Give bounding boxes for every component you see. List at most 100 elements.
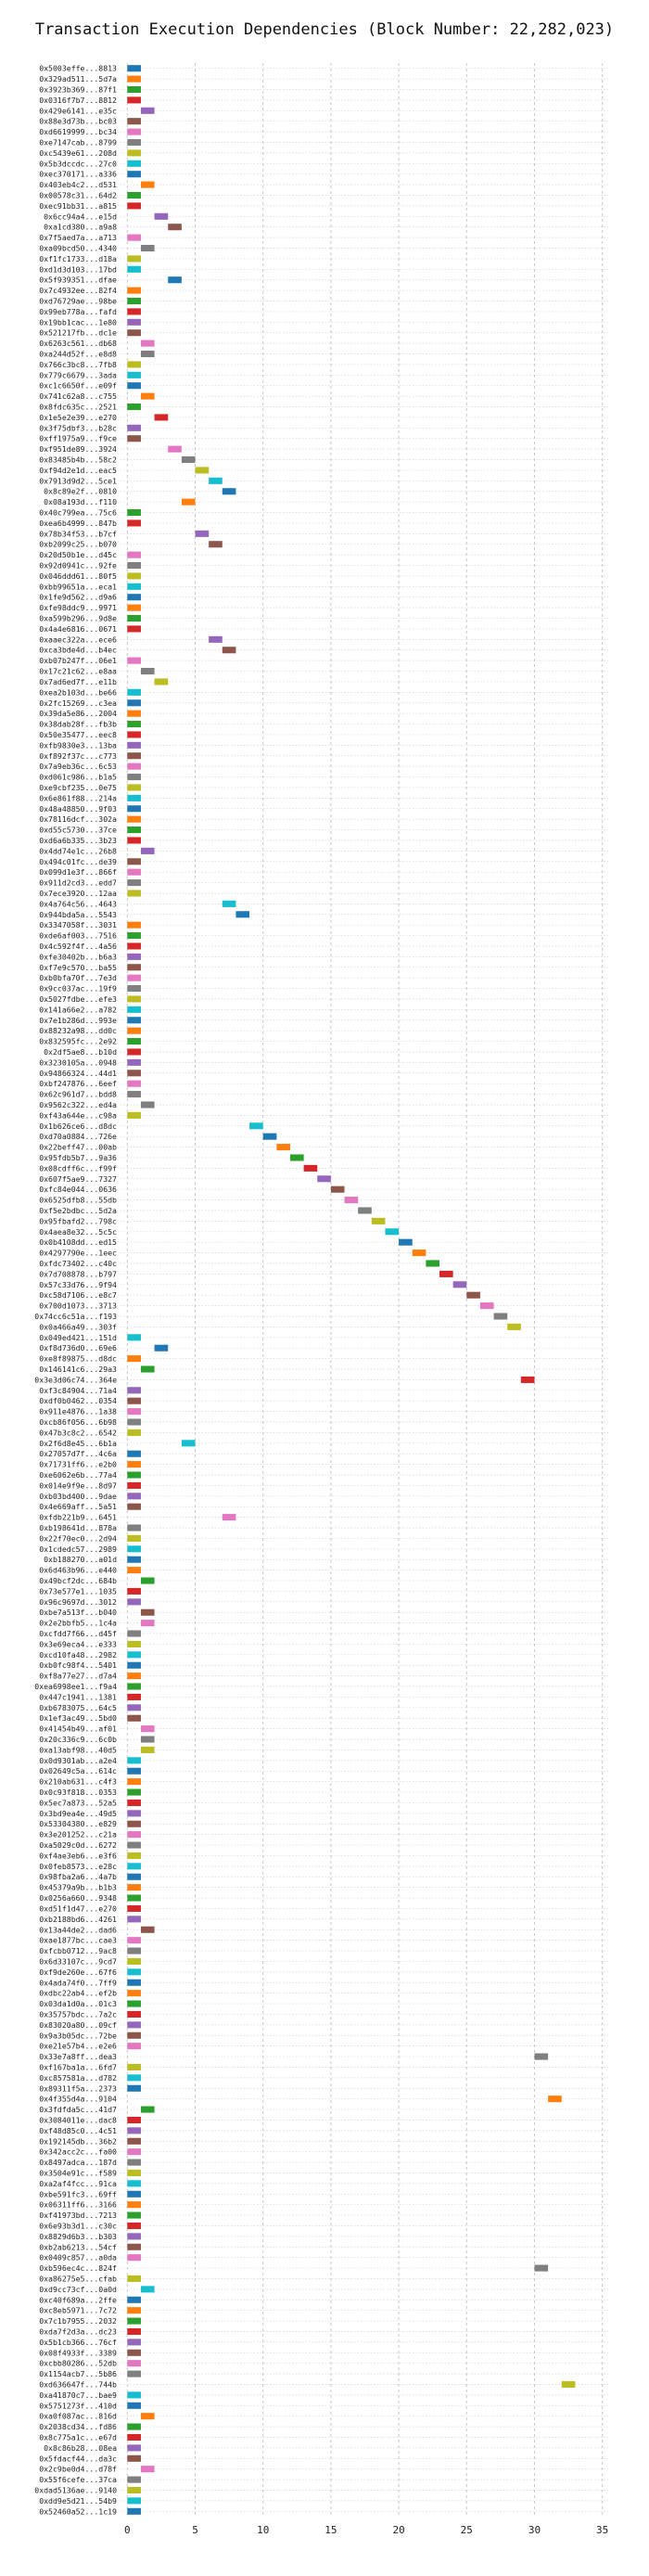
tick-label-y: 0x099d1e3f...866f <box>39 867 117 877</box>
bar <box>127 2296 141 2303</box>
bar <box>127 805 141 813</box>
tick-label-y: 0xa09bcd50...4340 <box>39 244 117 253</box>
bar <box>127 1027 141 1034</box>
tick-label-y: 0xcbb80286...52db <box>39 2359 117 2368</box>
tick-label-y: 0x779c6679...3ada <box>39 370 117 379</box>
tick-label-y: 0xf4ae3eb6...e3f6 <box>39 1851 117 1860</box>
bar <box>127 1947 141 1954</box>
bar <box>140 1725 155 1733</box>
tick-label-y: 0xb198641d...878a <box>39 1523 117 1532</box>
tick-label-y: 0x78116dcf...302a <box>39 814 117 824</box>
bar <box>127 1873 141 1880</box>
bar <box>127 1493 141 1500</box>
bar <box>127 2211 141 2219</box>
tick-label-y: 0x96c9697d...3012 <box>39 1597 117 1607</box>
tick-label-y: 0x5751273f...410d <box>39 2401 117 2410</box>
tick-label-y: 0x192145db...36b2 <box>39 2136 117 2146</box>
bar <box>140 244 155 252</box>
bar <box>127 1630 141 1637</box>
tick-label-y: 0xf41973bd...7213 <box>39 2211 117 2220</box>
bar <box>127 774 141 781</box>
tick-label-y: 0x9562c322...ed4a <box>39 1100 117 1109</box>
bar <box>181 1440 196 1447</box>
tick-label-y: 0x0a466a49...303f <box>39 1322 117 1331</box>
tick-label-y: 0x20d50b1e...d45c <box>39 550 117 559</box>
tick-label-y: 0xc1c6650f...e09f <box>39 381 117 391</box>
tick-label-y: 0xf892f37c...c773 <box>39 751 117 761</box>
tick-label-y: 0x447c1941...1381 <box>39 1692 117 1701</box>
bar <box>127 1810 141 1817</box>
tick-label-y: 0xf951de89...3924 <box>39 444 117 454</box>
bar <box>127 2433 141 2441</box>
bar <box>127 1481 141 1489</box>
bar <box>289 1154 304 1161</box>
tick-label-y: 0x1e5e2e39...e270 <box>39 413 117 422</box>
tick-label-y: 0x95fbafd2...798c <box>39 1216 117 1225</box>
bar <box>127 604 141 611</box>
tick-label-y: 0x4297790e...1eec <box>39 1249 117 1258</box>
bar <box>127 953 141 960</box>
tick-label-y: 0xe6062e6b...77a4 <box>39 1470 117 1480</box>
bar <box>127 688 141 696</box>
bar <box>127 1651 141 1659</box>
tick-label-y: 0x39da5e86...2004 <box>39 709 117 718</box>
tick-label-y: 0x41454b49...af01 <box>39 1724 117 1734</box>
tick-label-y: 0x74cc6c51a...f193 <box>34 1312 117 1321</box>
bar <box>127 1556 141 1563</box>
bar <box>154 414 169 421</box>
bar <box>127 1894 141 1902</box>
tick-label-y: 0x45379a9b...b1b3 <box>39 1883 117 1892</box>
bar <box>127 784 141 791</box>
bar <box>520 1376 535 1383</box>
tick-label-y: 0xff1975a9...f9ce <box>39 434 117 443</box>
bar <box>127 382 141 390</box>
tick-label-y: 0x62c961d7...bdd8 <box>39 1090 117 1099</box>
tick-label-y: 0x7ad6ed7f...e11b <box>39 677 117 686</box>
tick-label-y: 0xe8f89875...d8dc <box>39 1354 117 1364</box>
bar <box>127 2243 141 2250</box>
tick-label-y: 0xb07b247f...06e1 <box>39 656 117 665</box>
tick-label-y: 0x5027fdbe...efe3 <box>39 994 117 1004</box>
tick-label-y: 0x99eb778a...fafd <box>39 307 117 316</box>
tick-label-y: 0xfe30402b...b6a3 <box>39 952 117 961</box>
bar <box>127 1503 141 1510</box>
tick-label-y: 0x13a44de2...dad6 <box>39 1925 117 1934</box>
tick-label-y: 0xde6af003...7516 <box>39 931 117 941</box>
bar <box>127 657 141 664</box>
bar <box>127 2169 141 2177</box>
tick-label-y: 0x48a48850...9f03 <box>39 804 117 814</box>
bar <box>127 921 141 929</box>
tick-label-y: 0x33e7a8ff...dea3 <box>39 2052 117 2061</box>
bar <box>127 1957 141 1965</box>
tick-label-y: 0xea6998ee1...f9a4 <box>34 1682 117 1691</box>
bar <box>140 107 155 114</box>
tick-label-y: 0x494c01fc...de39 <box>39 857 117 866</box>
tick-label-y: 0x2df5ae8...b10d <box>44 1047 117 1057</box>
bar <box>127 1461 141 1468</box>
bar <box>127 1587 141 1595</box>
tick-label-y: 0xfdb221b9...6451 <box>39 1513 117 1522</box>
bar <box>127 1968 141 1976</box>
bar <box>127 1788 141 1796</box>
bar <box>127 509 141 517</box>
tick-label-y: 0xb2099c25...b070 <box>39 540 117 549</box>
bar <box>127 741 141 749</box>
bar <box>140 847 155 854</box>
tick-label-y: 0xb0bfa70f...7e3d <box>39 973 117 982</box>
tick-label-y: 0xd9cc73cf...0a0d <box>39 2285 117 2294</box>
tick-label-y: 0x5003effe...8813 <box>39 64 117 73</box>
tick-label-y: 0xb6783075...64c5 <box>39 1703 117 1712</box>
bar <box>127 2349 141 2356</box>
tick-label-y: 0xc58d7106...e8c7 <box>39 1290 117 1300</box>
tick-label-y: 0xf48d85c0...4c51 <box>39 2126 117 2135</box>
bar <box>127 1640 141 1647</box>
bar <box>127 297 141 305</box>
tick-label-y: 0x00578c31...64d2 <box>39 191 117 200</box>
tick-label-y: 0xf167ba1a...6fd7 <box>39 2062 117 2071</box>
bar <box>127 2507 141 2515</box>
bar <box>127 2190 141 2198</box>
tick-label-y: 0x53304380...e829 <box>39 1819 117 1828</box>
tick-label-y: 0x3bd9ea4e...49d5 <box>39 1809 117 1818</box>
bar <box>426 1260 440 1267</box>
tick-label-y: 0x6d33107c...9cd7 <box>39 1956 117 1966</box>
